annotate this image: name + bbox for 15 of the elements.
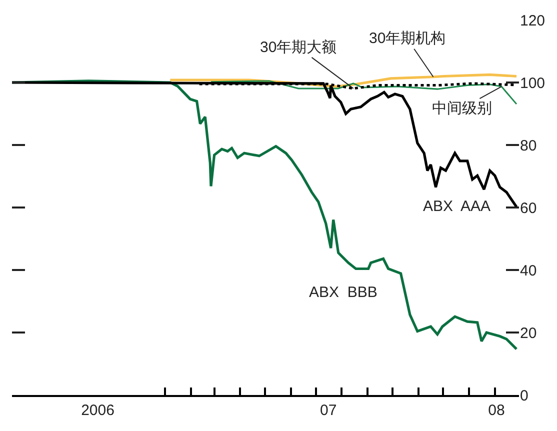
y-tick-label: 60 (520, 200, 537, 217)
y-tick-label: 20 (520, 324, 537, 342)
y-tick-label: 0 (520, 387, 528, 404)
series-label: 30年期大额 (260, 39, 337, 56)
series-label: ABX BBB (309, 284, 378, 301)
series-label: 30年期机构 (369, 30, 446, 47)
y-tick-label: 80 (520, 137, 537, 154)
x-tick-label: 2006 (81, 402, 114, 419)
x-tick-label: 08 (488, 402, 505, 419)
y-tick-label: 40 (520, 262, 537, 280)
y-tick-label: 120 (520, 12, 546, 30)
series-label: 中间级别 (432, 100, 492, 117)
series-label: ABX AAA (423, 198, 491, 215)
x-tick-label: 07 (320, 402, 337, 419)
y-tick-label: 100 (520, 74, 546, 92)
